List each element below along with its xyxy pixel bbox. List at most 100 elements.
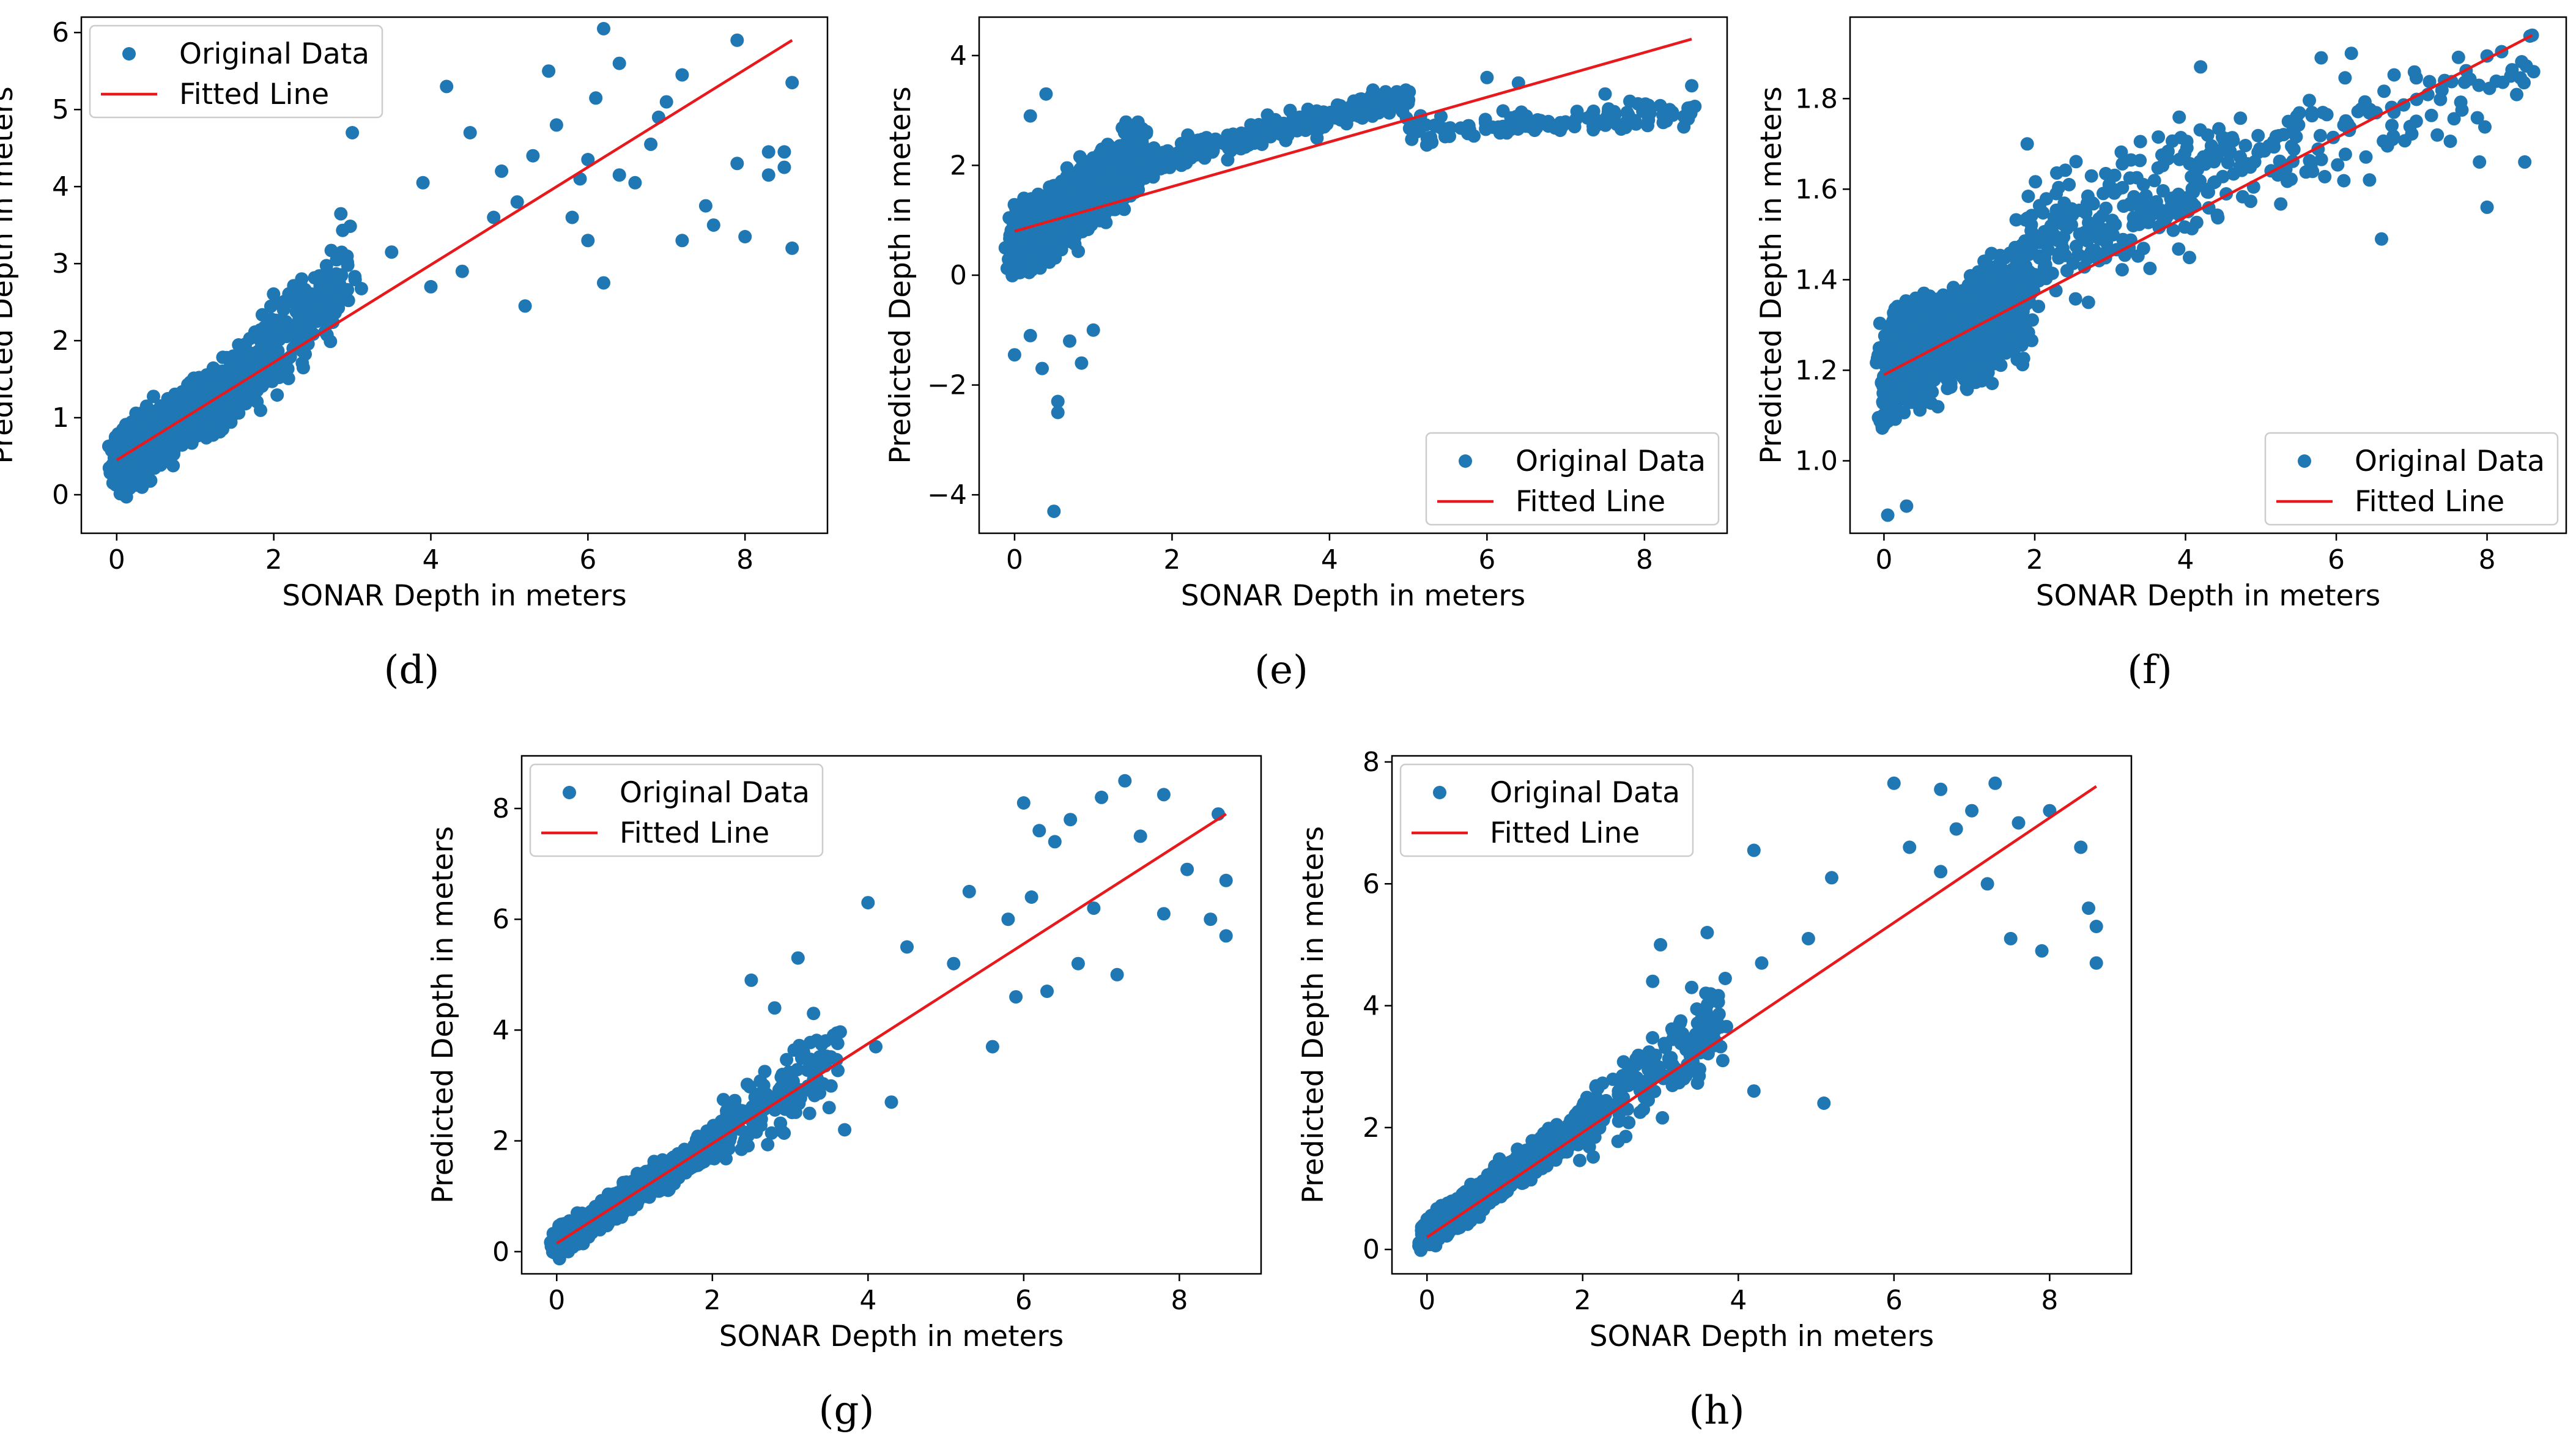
data-point [495,164,509,178]
data-point [336,223,350,237]
data-point [1915,389,1930,402]
data-point [2172,194,2186,209]
data-point [1480,70,1494,84]
data-point [2178,220,2192,234]
data-point [2211,211,2225,225]
data-point [1279,133,1293,147]
data-point [2039,192,2053,206]
data-point [114,472,128,486]
data-point [1656,116,1670,130]
data-point [348,270,362,284]
data-point [549,118,563,132]
data-point [738,230,752,243]
data-point [213,425,227,439]
legend-box [89,24,383,119]
data-point [730,157,744,171]
data-point [1967,275,1982,289]
x-tick-label: 4 [422,544,439,575]
data-point [1641,119,1654,133]
data-point [1420,131,1434,146]
panel-label: (e) [1254,648,1308,693]
data-point [143,474,157,488]
data-point [675,68,689,82]
data-point [1075,356,1089,370]
data-point [2202,185,2215,199]
data-point [2081,234,2095,248]
data-point [2172,110,2186,124]
data-point [1925,373,1939,387]
data-point [698,199,712,213]
data-point [2178,147,2192,160]
data-point [1010,245,1024,259]
data-point [1937,324,1951,338]
data-point [341,283,355,297]
data-point [324,335,338,349]
data-point [1930,308,1944,322]
data-point [2059,163,2073,177]
data-point [581,153,595,166]
data-point [2009,213,2023,227]
data-point [2013,250,2027,264]
data-points [102,21,799,504]
data-point [2003,246,2017,261]
data-point [272,322,286,336]
data-point [1979,254,1993,268]
data-point [1181,128,1195,142]
data-point [239,337,253,351]
data-point [1008,261,1022,275]
data-point [612,168,626,182]
data-point [1131,115,1145,129]
x-tick-label: 6 [579,544,596,575]
data-point [1614,122,1628,136]
data-point [223,361,237,375]
data-point [2032,234,2046,248]
data-point [1963,358,1977,372]
data-point [2156,184,2170,198]
data-point [1336,108,1350,122]
data-point [1108,147,1122,161]
data-point [706,218,720,232]
data-point [159,437,173,451]
data-point [155,406,168,420]
data-point [2053,208,2067,222]
data-point [440,79,454,94]
data-point [1462,119,1476,133]
data-point [171,432,185,446]
data-point [1997,264,2012,278]
data-point [2133,135,2147,149]
data-point [1063,182,1077,196]
data-point [2133,153,2147,168]
data-point [222,400,236,414]
data-point [1119,115,1133,129]
data-point [1985,267,1999,280]
data-point [2028,268,2042,282]
data-point [292,325,306,339]
data-point [2139,189,2153,202]
data-point [1227,136,1241,150]
data-point [145,443,159,457]
data-point [1558,117,1572,131]
data-point [2141,213,2155,227]
data-point [730,33,744,47]
y-tick-label: 3 [52,248,69,279]
data-point [785,76,799,90]
data-point [1146,170,1160,184]
data-point [1111,168,1125,182]
data-point [1366,97,1380,111]
data-point [335,268,349,283]
data-point [1688,100,1702,113]
y-tick-label: 6 [52,17,69,48]
data-point [1027,253,1041,267]
data-point [416,176,430,190]
data-point [2038,258,2052,272]
data-point [234,394,248,409]
x-tick-label: 2 [265,544,283,575]
data-point [1985,377,1999,390]
data-point [184,378,198,392]
data-point [1598,87,1612,101]
data-point [199,431,213,445]
data-point [1039,87,1053,101]
data-point [1888,412,1902,426]
fitted-line [1014,37,1692,233]
